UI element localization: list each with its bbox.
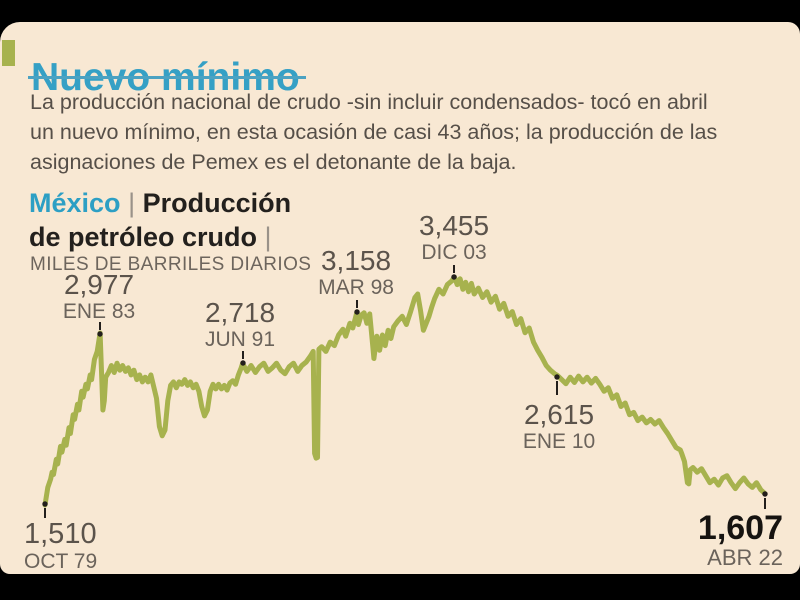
annotation-date: ENE 83 <box>62 300 136 323</box>
annotation-value: 1,510 <box>24 518 97 550</box>
annotation-dic-03: 3,455 DIC 03 <box>419 211 489 264</box>
annotation-ene-10: 2,615 ENE 10 <box>523 400 595 453</box>
production-line <box>42 274 768 508</box>
marker-oct-79 <box>42 501 48 518</box>
marker-jun-91 <box>240 351 246 366</box>
intro-line-1: La producción nacional de crudo -sin inc… <box>30 90 708 114</box>
kicker-separator: | <box>128 188 136 218</box>
annotation-date: ENE 10 <box>522 430 596 453</box>
annotation-jun-91: 2,718 JUN 91 <box>205 298 275 351</box>
annotation-date: ABR 22 <box>707 545 783 570</box>
chart-kicker-line-1: México | Producción <box>29 186 291 220</box>
annotation-abr-22: 1,607 ABR 22 <box>698 511 783 569</box>
marker-abr-22 <box>762 491 768 509</box>
annotation-oct-79: 1,510 OCT 79 <box>24 520 97 573</box>
annotation-ene-83: 2,977 ENE 83 <box>63 270 135 323</box>
marker-dic-03 <box>451 265 457 280</box>
annotation-date: DIC 03 <box>421 241 487 264</box>
marker-ene-83 <box>97 322 103 337</box>
annotation-value-latest: 1,607 <box>697 509 783 547</box>
annotation-value: 3,455 <box>418 210 490 241</box>
annotation-value: 2,718 <box>204 297 276 328</box>
infographic-panel <box>0 22 800 574</box>
kicker-series-part2: de petróleo crudo <box>29 222 258 252</box>
marker-mar-98 <box>354 300 360 315</box>
kicker-region: México <box>29 188 121 218</box>
title-underline <box>28 76 306 79</box>
annotation-value: 2,615 <box>523 399 595 430</box>
annotation-mar-98: 3,158 MAR 98 <box>318 246 394 299</box>
annotation-value: 3,158 <box>320 245 392 276</box>
marker-ene-10 <box>554 374 560 395</box>
annotation-date: JUN 91 <box>204 328 276 351</box>
title-accent-bar <box>2 40 15 66</box>
annotation-value: 2,977 <box>63 269 135 300</box>
annotation-date: MAR 98 <box>318 276 394 299</box>
kicker-series-part1: Producción <box>142 188 292 218</box>
chart-kicker: México | Producción de petróleo crudo | <box>29 186 291 254</box>
intro-line-2: un nuevo mínimo, en esta ocasión de casi… <box>30 120 718 144</box>
annotation-date: OCT 79 <box>24 550 98 573</box>
intro-line-3: asignaciones de Pemex es el detonante de… <box>30 150 517 174</box>
chart-kicker-line-2: de petróleo crudo | <box>29 220 291 254</box>
kicker-separator-2: | <box>264 222 272 252</box>
chart-units-label: MILES DE BARRILES DIARIOS <box>30 254 312 275</box>
intro-paragraph: La producción nacional de crudo -sin inc… <box>30 87 717 177</box>
